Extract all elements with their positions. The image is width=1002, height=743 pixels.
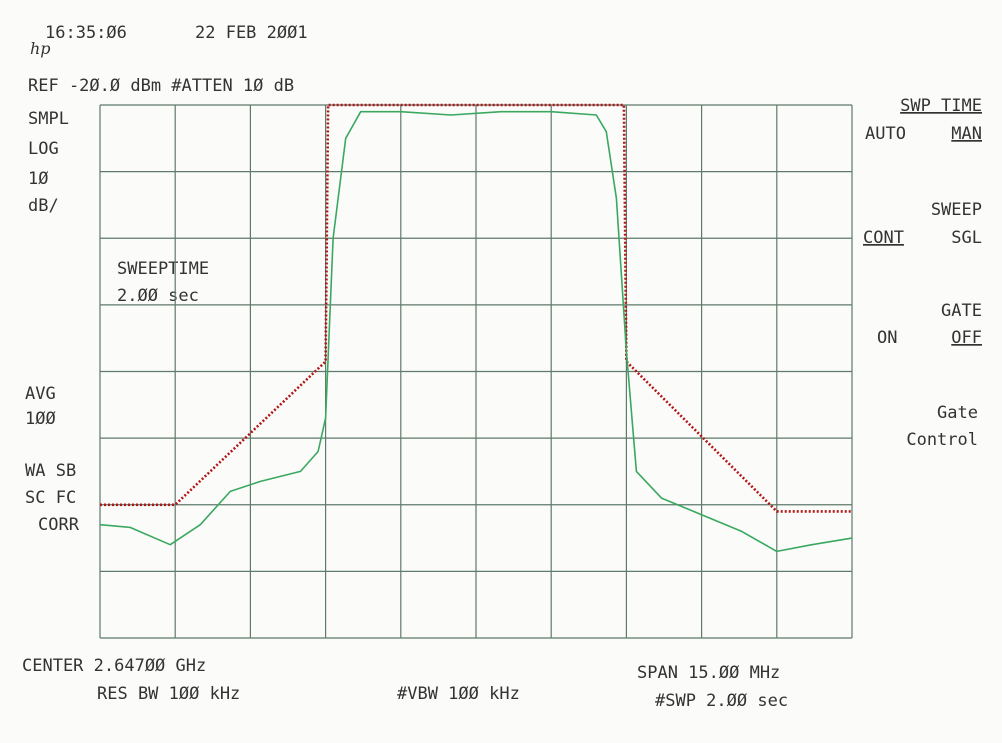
softkey-option: ON bbox=[877, 328, 897, 348]
sweeptime: SWEEPTIME bbox=[117, 259, 209, 279]
date: 22 FEB 2ØØ1 bbox=[195, 23, 308, 43]
side-label: WA SB bbox=[25, 461, 76, 481]
softkey[interactable]: SWEEP bbox=[931, 200, 982, 220]
softkey[interactable]: GATE bbox=[941, 301, 982, 321]
side-label: LOG bbox=[28, 139, 59, 159]
softkey-option: MAN bbox=[951, 124, 982, 144]
sweeptime: 2.ØØ sec bbox=[117, 286, 199, 306]
trace bbox=[99, 110, 853, 553]
side-label: dB/ bbox=[28, 196, 59, 216]
center-freq: CENTER 2.647ØØ GHz bbox=[22, 656, 206, 676]
limit-mask bbox=[100, 103, 852, 513]
ref-level: REF -2Ø.Ø dBm #ATTEN 1Ø dB bbox=[28, 76, 294, 96]
softkey[interactable]: SWP TIME bbox=[900, 96, 982, 116]
softkey[interactable]: Control bbox=[906, 430, 978, 450]
side-label: 1Ø bbox=[28, 169, 48, 189]
side-label: 1ØØ bbox=[25, 409, 56, 429]
side-label: SMPL bbox=[28, 109, 69, 129]
span: SPAN 15.ØØ MHz bbox=[637, 663, 780, 683]
softkey-option: OFF bbox=[951, 328, 982, 348]
softkey-option: AUTO bbox=[865, 124, 906, 144]
time: 16:35:Ø6 bbox=[45, 23, 127, 43]
side-label: CORR bbox=[38, 515, 80, 535]
softkey[interactable]: Gate bbox=[937, 403, 978, 423]
side-label: AVG bbox=[25, 384, 56, 404]
logo: hp bbox=[30, 39, 51, 58]
side-label: SC FC bbox=[25, 488, 76, 508]
vbw: #VBW 1ØØ kHz bbox=[397, 684, 520, 704]
softkey-option: SGL bbox=[951, 228, 982, 248]
softkey-option: CONT bbox=[863, 228, 904, 248]
sweep-time: #SWP 2.ØØ sec bbox=[655, 691, 788, 711]
res-bw: RES BW 1ØØ kHz bbox=[97, 684, 240, 704]
